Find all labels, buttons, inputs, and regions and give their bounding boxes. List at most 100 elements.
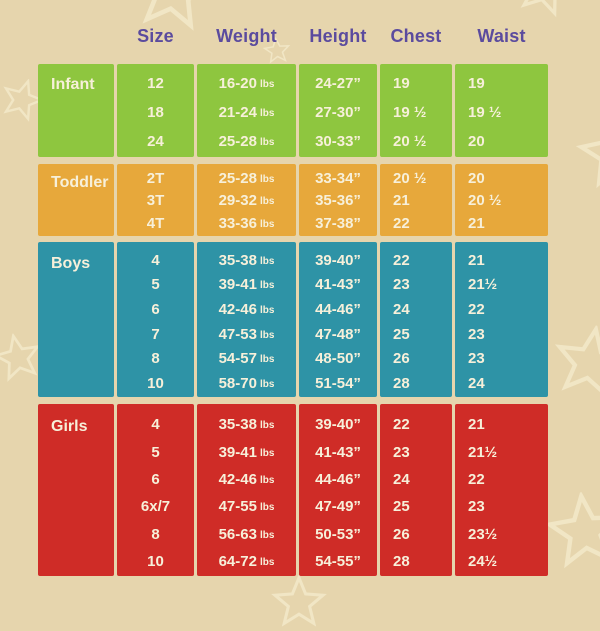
- size-value: 4: [117, 248, 194, 273]
- size-text: 8: [151, 350, 160, 368]
- size-text: 6: [151, 470, 160, 488]
- weight-value: 47-55 lbs: [197, 493, 296, 520]
- height-column: 39-40” 41-43” 44-46” 47-48” 48-50” 51-54”: [299, 242, 377, 397]
- weight-unit: lbs: [259, 474, 275, 486]
- height-text: 39-40”: [315, 416, 361, 434]
- waist-column: 20 20 ½ 21: [455, 164, 548, 236]
- waist-text: 22: [468, 470, 485, 488]
- weight-unit: lbs: [259, 502, 275, 514]
- weight-value: 54-57 lbs: [197, 346, 296, 371]
- size-text: 8: [151, 525, 160, 543]
- waist-text: 23: [468, 325, 485, 343]
- size-text: 12: [147, 75, 164, 92]
- size-text: 6x/7: [140, 498, 171, 516]
- category-label: Toddler: [51, 174, 109, 191]
- chest-value: 26: [380, 521, 452, 548]
- chest-value: 22: [380, 212, 452, 235]
- size-column: 2T 3T 4T: [117, 164, 194, 236]
- column-header-weight: Weight: [216, 26, 277, 46]
- chest-value: 22: [380, 248, 452, 273]
- waist-value: 20: [455, 167, 548, 190]
- height-text: 48-50”: [315, 350, 361, 368]
- chest-text: 26: [393, 350, 410, 368]
- chest-value: 20 ½: [380, 167, 452, 190]
- waist-text: 19: [468, 75, 485, 92]
- height-value: 48-50”: [299, 346, 377, 371]
- waist-value: 21: [455, 411, 548, 438]
- size-value: 2T: [117, 167, 194, 190]
- chest-value: 20 ½: [380, 127, 452, 156]
- waist-value: 23: [455, 493, 548, 520]
- star-icon: [546, 319, 600, 407]
- weight-unit: lbs: [259, 329, 275, 341]
- height-text: 41-43”: [315, 276, 361, 294]
- height-text: 35-36”: [315, 192, 361, 210]
- size-value: 10: [117, 371, 194, 396]
- star-icon: [271, 575, 327, 631]
- height-text: 44-46”: [315, 470, 361, 488]
- category-label: Girls: [51, 418, 88, 435]
- weight-text: 47-55: [218, 498, 257, 516]
- chest-text: 28: [393, 374, 410, 392]
- size-text: 10: [147, 553, 164, 571]
- height-value: 51-54”: [299, 371, 377, 396]
- waist-text: 23: [468, 350, 485, 368]
- chest-text: 21: [393, 192, 410, 210]
- height-value: 41-43”: [299, 438, 377, 465]
- weight-unit: lbs: [259, 354, 275, 366]
- weight-unit: lbs: [259, 196, 275, 208]
- chest-text: 26: [393, 525, 410, 543]
- waist-value: 20 ½: [455, 190, 548, 213]
- star-icon: [572, 110, 600, 196]
- weight-text: 25-28: [218, 169, 257, 187]
- weight-text: 25-28: [218, 133, 257, 150]
- height-value: 54-55”: [299, 548, 377, 575]
- size-chart-table: Infant 12 18 24 16-20 lbs 21-24 lbs 25-28 lbs 24-2…: [38, 64, 548, 576]
- weight-value: 21-24 lbs: [197, 98, 296, 127]
- height-value: 35-36”: [299, 190, 377, 213]
- category-column: Girls: [38, 404, 114, 576]
- column-header-chest: Chest: [390, 26, 442, 46]
- weight-value: 39-41 lbs: [197, 273, 296, 298]
- waist-value: 22: [455, 297, 548, 322]
- weight-unit: lbs: [259, 280, 275, 292]
- category-label: Infant: [51, 76, 95, 93]
- chest-text: 22: [393, 214, 410, 232]
- waist-text: 22: [468, 300, 485, 318]
- height-text: 44-46”: [315, 300, 361, 318]
- size-text: 4T: [146, 214, 165, 232]
- weight-unit: lbs: [259, 557, 275, 569]
- weight-unit: lbs: [259, 173, 275, 185]
- waist-value: 23: [455, 322, 548, 347]
- column-header-spacer: [38, 26, 114, 47]
- chest-text: 22: [393, 416, 410, 434]
- weight-value: 39-41 lbs: [197, 438, 296, 465]
- height-text: 24-27”: [315, 75, 361, 92]
- size-text: 5: [151, 276, 160, 294]
- chest-value: 24: [380, 297, 452, 322]
- column-header-height: Height: [309, 26, 367, 46]
- weight-unit: lbs: [259, 137, 275, 148]
- category-column: Toddler: [38, 164, 114, 236]
- height-text: 30-33”: [315, 133, 361, 150]
- waist-value: 23: [455, 346, 548, 371]
- weight-unit: lbs: [259, 304, 275, 316]
- waist-text: 24½: [468, 553, 498, 571]
- weight-value: 35-38 lbs: [197, 411, 296, 438]
- column-header-waist: Waist: [477, 26, 526, 46]
- weight-text: 35-38: [218, 416, 257, 434]
- weight-text: 58-70: [218, 374, 257, 392]
- chest-text: 22: [393, 251, 410, 269]
- waist-text: 24: [468, 374, 485, 392]
- size-column: 4 5 6 7 8 10: [117, 242, 194, 397]
- size-value: 8: [117, 346, 194, 371]
- waist-text: 23½: [468, 525, 498, 543]
- weight-unit: lbs: [259, 378, 275, 390]
- waist-value: 19: [455, 69, 548, 98]
- chest-text: 23: [393, 443, 410, 461]
- waist-value: 23½: [455, 521, 548, 548]
- size-text: 3T: [146, 192, 165, 210]
- waist-value: 21: [455, 248, 548, 273]
- chest-text: 25: [393, 325, 410, 343]
- chest-column: 22 23 24 25 26 28: [380, 242, 452, 397]
